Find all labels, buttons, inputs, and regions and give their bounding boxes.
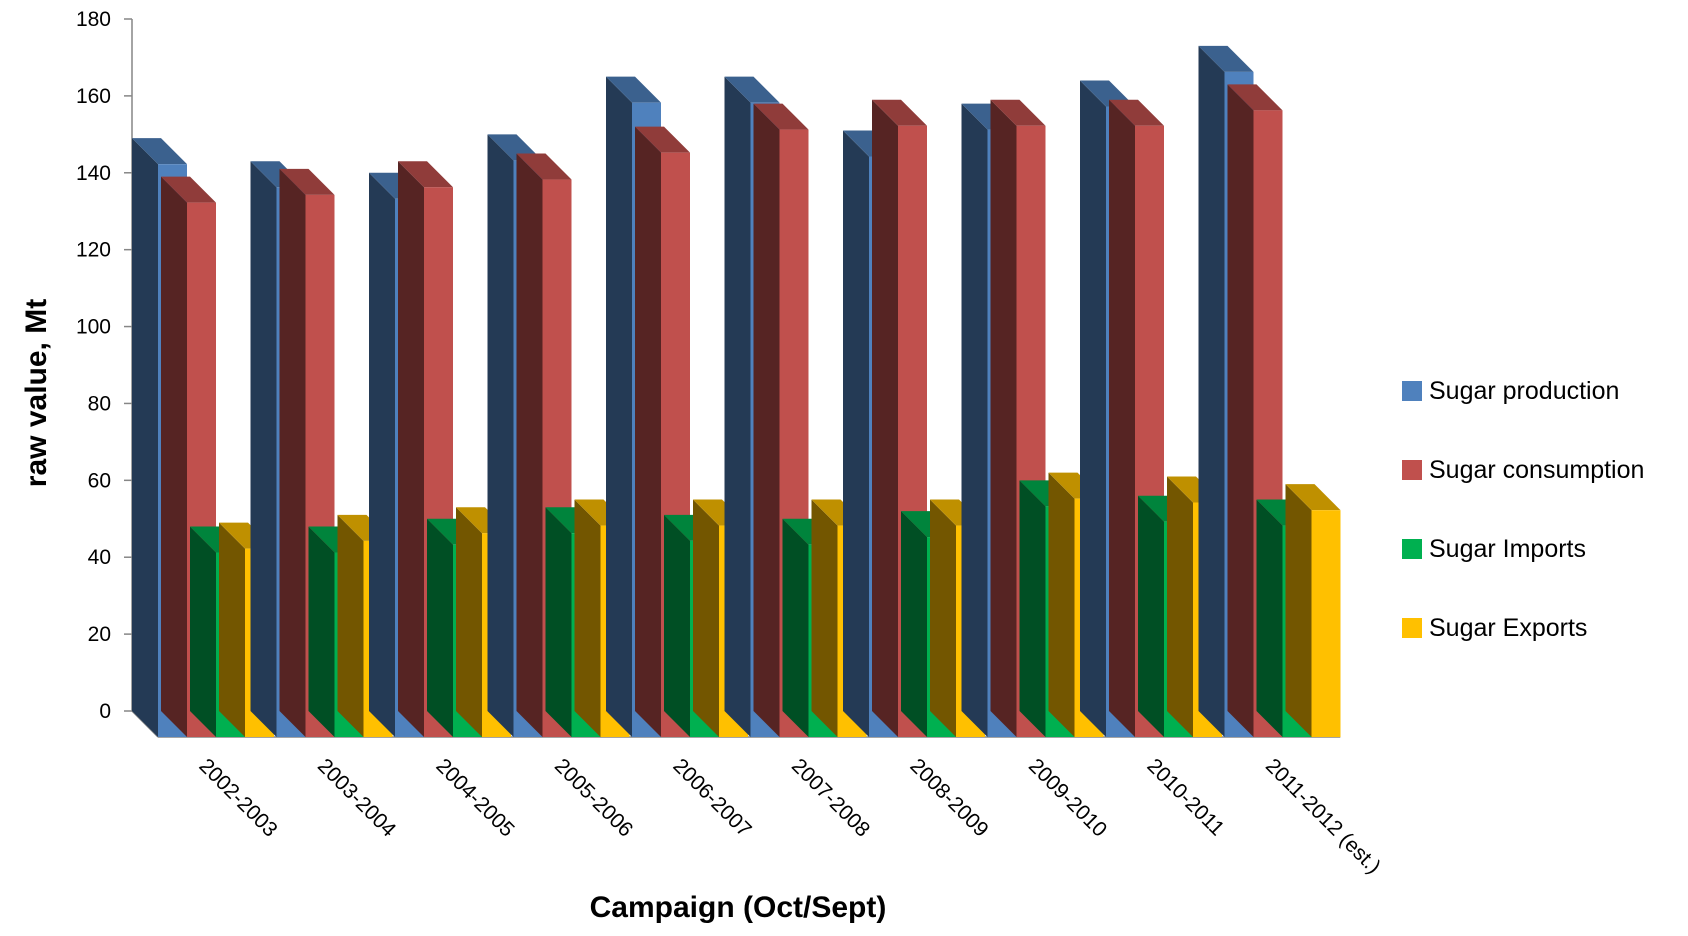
y-tick-label: 160 bbox=[76, 85, 111, 108]
y-tick-label: 180 bbox=[76, 8, 111, 31]
bar-side bbox=[872, 100, 898, 737]
legend-label: Sugar Imports bbox=[1429, 535, 1586, 563]
bar-side bbox=[635, 127, 661, 737]
y-tick-label: 0 bbox=[99, 700, 111, 723]
legend-item: Sugar Exports bbox=[1402, 614, 1587, 642]
bar-side bbox=[725, 77, 751, 737]
y-tick-label: 80 bbox=[88, 392, 111, 415]
y-tick-label: 20 bbox=[88, 623, 111, 646]
x-tick-label: 2008-2009 bbox=[905, 754, 992, 841]
bar-side bbox=[783, 519, 809, 737]
bar-sugar-exports bbox=[1286, 484, 1341, 737]
bar-side bbox=[606, 77, 632, 737]
bar-side bbox=[1167, 476, 1193, 737]
x-tick-label: 2004-2005 bbox=[431, 754, 518, 841]
y-axis-title: raw value, Mt bbox=[20, 299, 53, 487]
bar-side bbox=[427, 519, 453, 737]
labels-layer: 2002-2003 2003-2004 2004-2005 2005-2006 2006… bbox=[194, 754, 1385, 878]
x-tick-label: 2005-2006 bbox=[550, 754, 637, 841]
x-tick-label: 2009-2010 bbox=[1024, 754, 1111, 841]
bar-side bbox=[369, 173, 395, 737]
x-tick-label: 2007-2008 bbox=[787, 754, 874, 841]
bar-side bbox=[812, 500, 838, 737]
bar-side bbox=[1109, 100, 1135, 737]
legend-item: Sugar consumption bbox=[1402, 456, 1644, 484]
bar-side bbox=[280, 169, 306, 737]
bar-side bbox=[338, 515, 364, 737]
bar-side bbox=[930, 500, 956, 737]
y-tick-label: 140 bbox=[76, 162, 111, 185]
bar-side bbox=[991, 100, 1017, 737]
bar-side bbox=[664, 515, 690, 737]
bar-side bbox=[132, 138, 158, 737]
bar-side bbox=[190, 526, 216, 737]
bar-side bbox=[962, 104, 988, 737]
bar-side bbox=[161, 177, 187, 737]
x-tick-label: 2002-2003 bbox=[194, 754, 281, 841]
bar-side bbox=[1080, 81, 1106, 737]
bar-side bbox=[693, 500, 719, 737]
bar-side bbox=[517, 154, 543, 737]
bar-side bbox=[1138, 496, 1164, 737]
bar-side bbox=[456, 507, 482, 737]
x-tick-label: 2003-2004 bbox=[313, 754, 401, 842]
bar-side bbox=[1199, 46, 1225, 737]
legend-label: Sugar consumption bbox=[1429, 456, 1644, 484]
legend-item: Sugar Imports bbox=[1402, 535, 1586, 563]
y-tick-label: 100 bbox=[76, 316, 111, 339]
bar-side bbox=[1228, 84, 1254, 737]
bar-side bbox=[251, 161, 277, 737]
bar-front bbox=[1312, 510, 1341, 737]
x-axis-title: Campaign (Oct/Sept) bbox=[590, 891, 887, 924]
legend-label: Sugar Exports bbox=[1429, 614, 1587, 642]
legend-swatch bbox=[1402, 460, 1422, 480]
legend-swatch bbox=[1402, 381, 1422, 401]
bars-layer bbox=[132, 46, 1341, 737]
bar-side bbox=[219, 523, 245, 737]
legend-swatch bbox=[1402, 618, 1422, 638]
x-tick-label: 2010-2011 bbox=[1142, 754, 1228, 840]
bar-side bbox=[575, 500, 601, 737]
bar-side bbox=[1257, 500, 1283, 737]
bar-side bbox=[309, 526, 335, 737]
bar-side bbox=[1049, 473, 1075, 737]
bar-side bbox=[546, 507, 572, 737]
y-tick-label: 60 bbox=[88, 469, 111, 492]
bar-side bbox=[1020, 480, 1046, 737]
bar-side bbox=[843, 130, 869, 737]
bar-side bbox=[754, 104, 780, 737]
y-tick-label: 120 bbox=[76, 239, 111, 262]
bar-side bbox=[398, 161, 424, 737]
x-tick-label: 2006-2007 bbox=[668, 754, 755, 841]
bar-side bbox=[901, 511, 927, 737]
legend: Sugar production Sugar consumption Sugar I… bbox=[1402, 377, 1644, 642]
legend-label: Sugar production bbox=[1429, 377, 1619, 405]
bar-side bbox=[488, 134, 514, 737]
x-tick-label: 2011-2012 (est.) bbox=[1261, 754, 1385, 878]
legend-swatch bbox=[1402, 539, 1422, 559]
legend-item: Sugar production bbox=[1402, 377, 1619, 405]
y-tick-label: 40 bbox=[88, 546, 111, 569]
bar-side bbox=[1286, 484, 1312, 737]
